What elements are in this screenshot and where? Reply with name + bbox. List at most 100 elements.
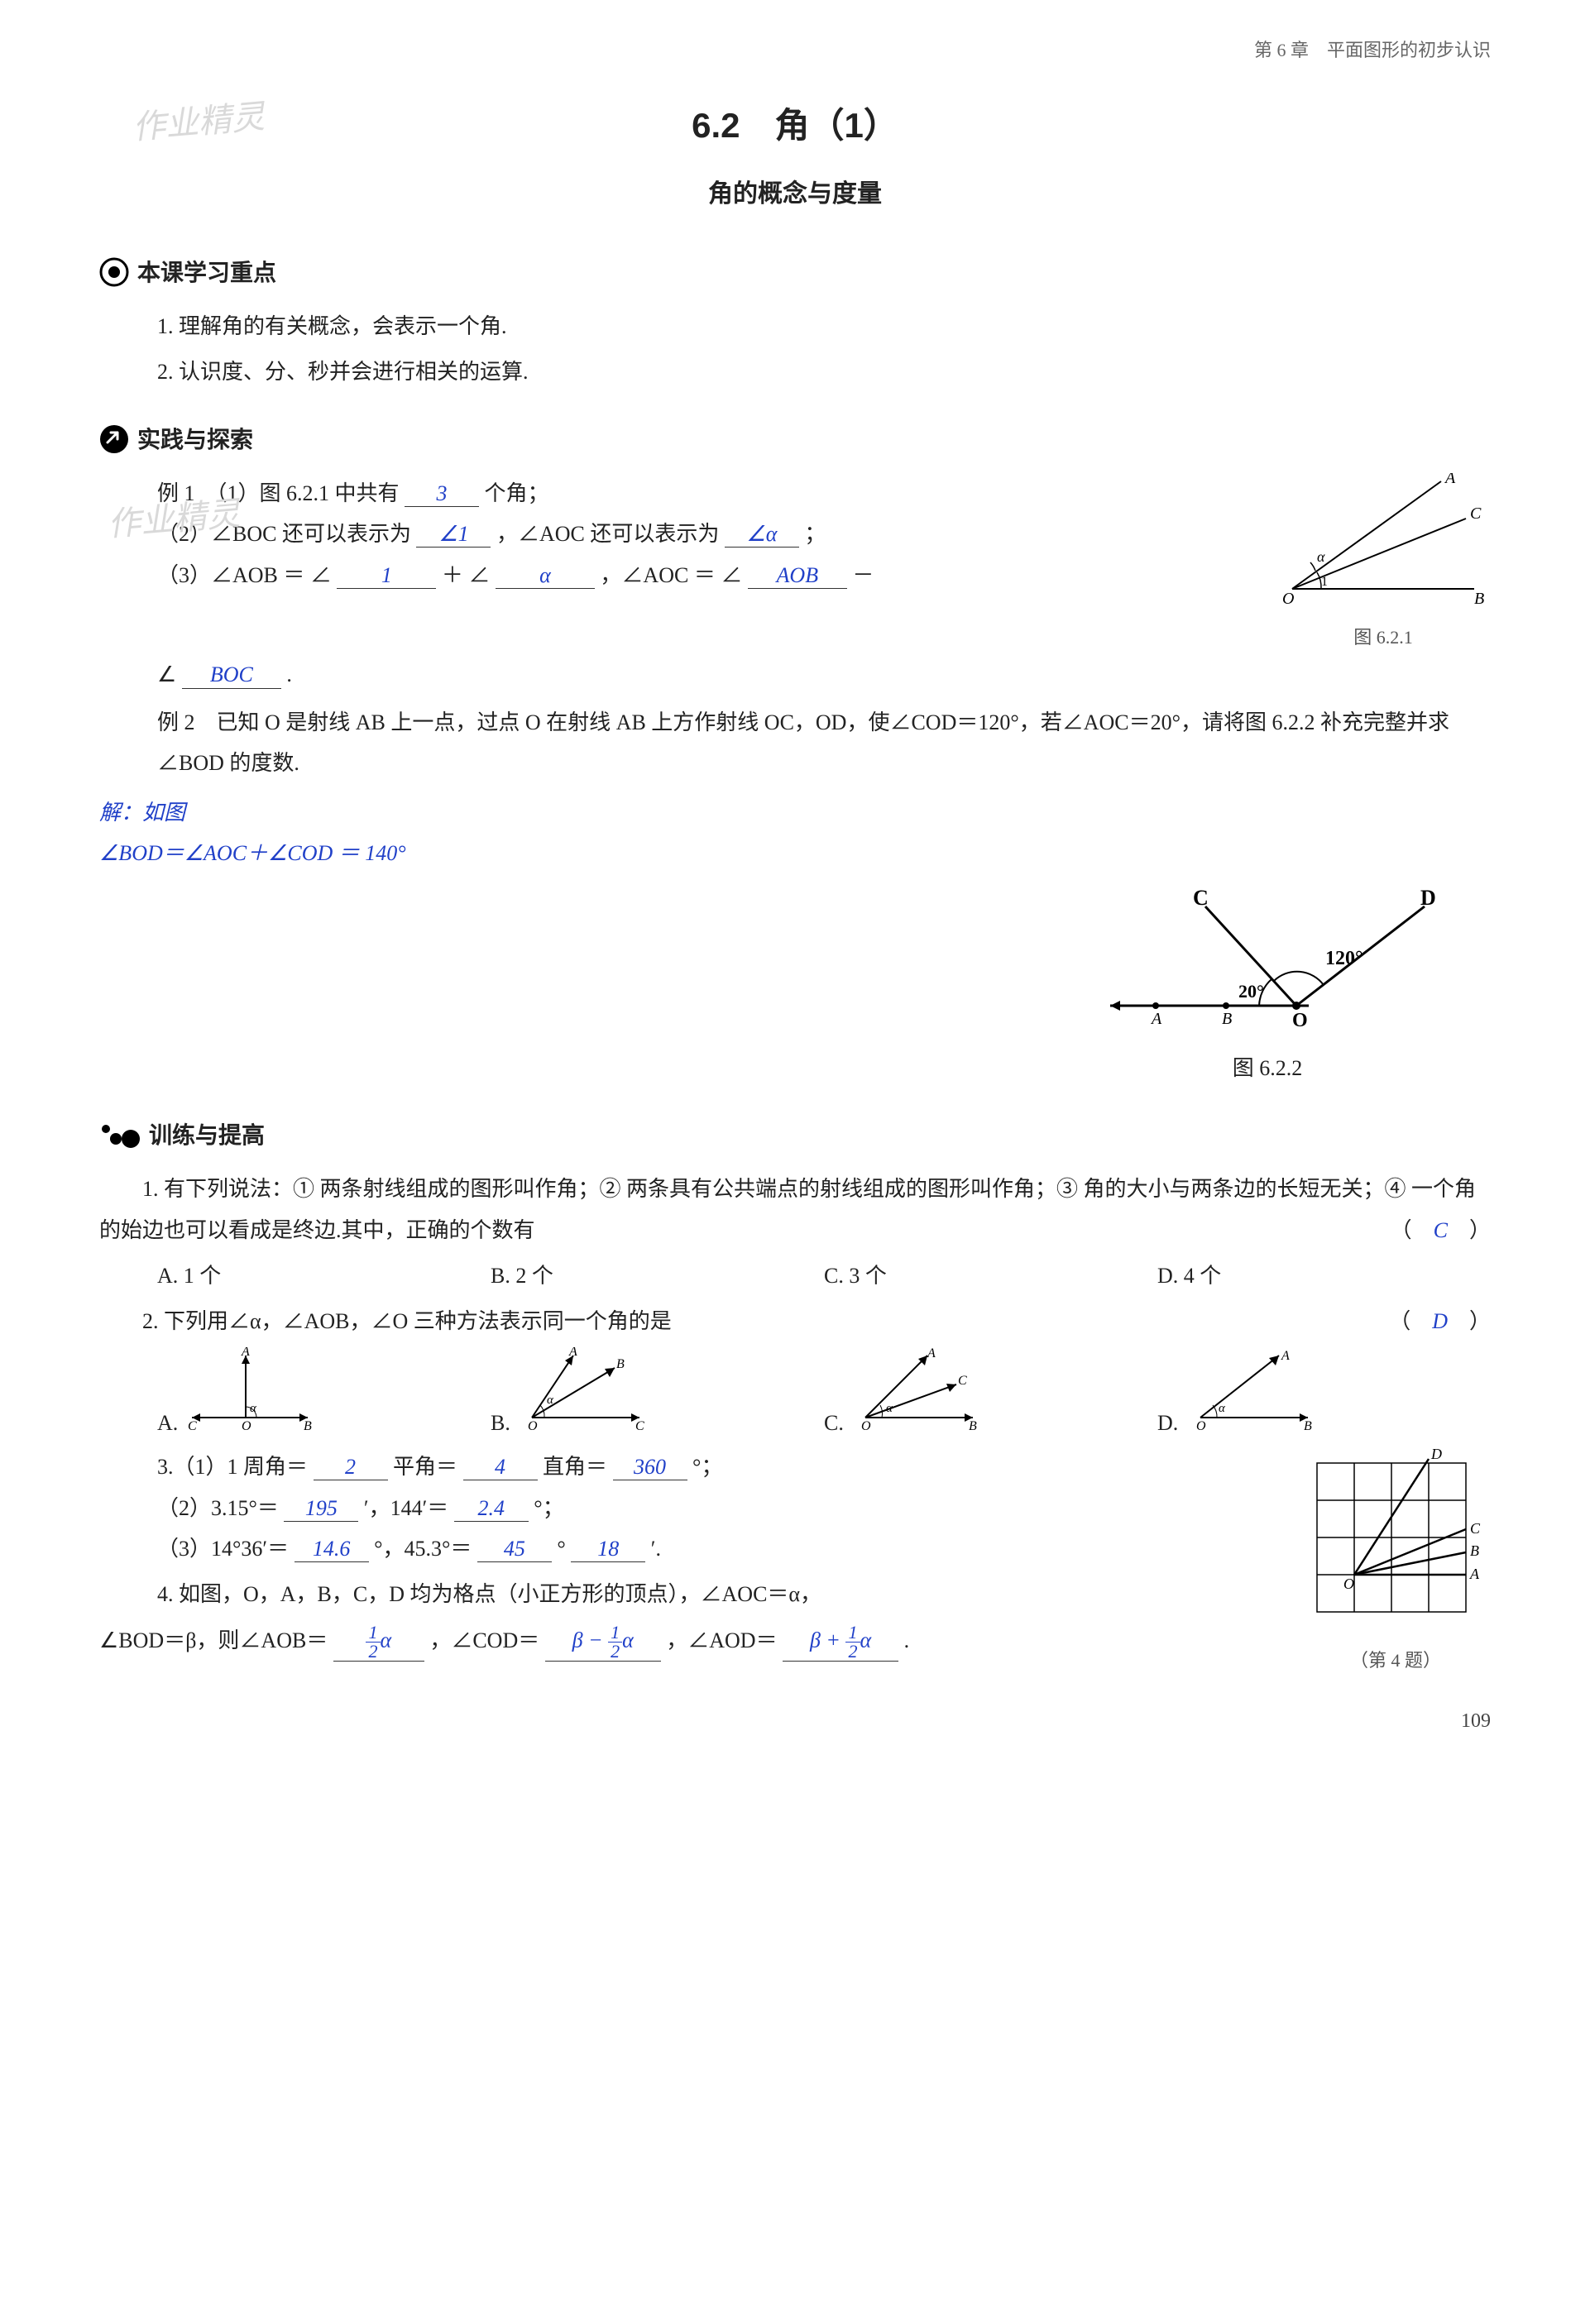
q3-b1: 2 (314, 1454, 388, 1480)
ex1-blank7: BOC (182, 662, 281, 688)
page-title: 6.2 角（1） (99, 93, 1491, 159)
svg-text:α: α (886, 1402, 893, 1415)
ex1-t1: 个角； (485, 481, 549, 505)
svg-text:120°: 120° (1325, 948, 1363, 969)
section-heading-practice: 实践与探索 (99, 418, 1491, 461)
q2-answer-paren: （ D ） (1346, 1301, 1491, 1341)
svg-text:A: A (241, 1347, 250, 1359)
q4-l2d: . (904, 1628, 910, 1652)
q3-b4: 195 (284, 1495, 358, 1522)
svg-text:α: α (547, 1394, 554, 1407)
ex1-l2a: （2）∠BOC 还可以表示为 (157, 522, 411, 546)
q2-c-label: C. (824, 1411, 844, 1435)
q2-answer: D (1432, 1309, 1448, 1333)
q2-diagram-c-icon: A C O B α (849, 1347, 981, 1430)
ex1-blank5: α (496, 562, 595, 589)
ex2-solution-1: 解：如图 (99, 792, 1491, 833)
q2-diagram-b-icon: A B O C α (515, 1347, 648, 1430)
target-icon (99, 257, 129, 287)
svg-text:B: B (1304, 1419, 1312, 1430)
page-number: 109 (99, 1703, 1491, 1741)
q3-b3: 360 (613, 1454, 687, 1480)
q3-l1a: 3.（1）1 周角＝ (157, 1455, 308, 1479)
q2-text: 2. 下列用∠α，∠AOB，∠O 三种方法表示同一个角的是 （ D ） (99, 1301, 1491, 1341)
svg-text:1: 1 (1321, 575, 1328, 589)
svg-text:C: C (1470, 504, 1482, 523)
example1-line4: ∠ BOC . (99, 654, 1491, 695)
section3-title: 训练与提高 (149, 1113, 265, 1157)
section1-title: 本课学习重点 (137, 251, 276, 294)
q3-l3a: （3）14°36′＝ (157, 1537, 289, 1561)
ex1-blank1: 3 (405, 481, 479, 507)
q4-b1: 12α (333, 1623, 424, 1662)
example2-text: 例 2 已知 O 是射线 AB 上一点，过点 O 在射线 AB 上方作射线 OC… (99, 702, 1491, 784)
focus-item-1: 1. 理解角的有关概念，会表示一个角. (157, 306, 1491, 347)
q3-b8: 18 (571, 1536, 645, 1562)
svg-text:20°: 20° (1238, 981, 1264, 1002)
q3-l1c: 直角＝ (543, 1455, 607, 1479)
q3-l2b: ′，144′＝ (364, 1496, 448, 1520)
q2-diagram-a-icon: A C O B α (184, 1347, 316, 1430)
svg-text:A: A (1281, 1349, 1290, 1363)
q2-d-label: D. (1157, 1411, 1178, 1435)
q2-a-label: A. (157, 1411, 178, 1435)
q1-body: 1. 有下列说法：① 两条射线组成的图形叫作角；② 两条具有公共端点的射线组成的… (99, 1177, 1476, 1241)
arrow-circle-icon (99, 424, 129, 454)
q2-b-label: B. (491, 1411, 510, 1435)
q3-line3: （3）14°36′＝ 14.6 °，45.3°＝ 45 ° 18 ′. (99, 1528, 1284, 1569)
fig1-caption: 图 6.2.1 (1276, 620, 1491, 655)
q3-b6: 14.6 (295, 1536, 369, 1562)
q2-choice-c: C. A C O B α (824, 1347, 1157, 1443)
svg-text:C: C (1470, 1520, 1481, 1537)
ex1-l3d: － (852, 563, 874, 587)
svg-text:A: A (568, 1347, 577, 1359)
q4-l2a: ∠BOD＝β，则∠AOB＝ (99, 1628, 328, 1652)
svg-text:O: O (528, 1419, 538, 1430)
svg-text:C: C (635, 1419, 644, 1430)
q4-l2c: ，∠AOD＝ (666, 1628, 777, 1652)
svg-text:A: A (1150, 1010, 1162, 1028)
svg-text:D: D (1430, 1447, 1442, 1462)
q3-line2: （2）3.15°＝ 195 ′，144′＝ 2.4 °； (99, 1488, 1284, 1528)
q1-answer: C (1434, 1218, 1448, 1242)
figure-q4: O A B C D （第 4 题） (1300, 1447, 1491, 1678)
q3-b7: 45 (477, 1536, 552, 1562)
chapter-header: 第 6 章 平面图形的初步认识 (99, 33, 1491, 68)
q2-body: 2. 下列用∠α，∠AOB，∠O 三种方法表示同一个角的是 (142, 1309, 672, 1333)
q4-b3: β + 12α (783, 1623, 898, 1662)
q3-l1b: 平角＝ (393, 1455, 457, 1479)
section-heading-focus: 本课学习重点 (99, 251, 1491, 294)
svg-text:O: O (1196, 1419, 1206, 1430)
q1-choice-a: A. 1 个 (157, 1255, 491, 1296)
svg-text:O: O (861, 1419, 871, 1430)
svg-text:D: D (1420, 886, 1436, 910)
ex1-blank3: ∠α (725, 521, 799, 548)
q3-b2: 4 (463, 1454, 538, 1480)
ex1-l4a: ∠ (157, 662, 176, 686)
svg-text:B: B (304, 1419, 312, 1430)
q2-choice-b: B. A B O C α (491, 1347, 824, 1443)
q3-line1: 3.（1）1 周角＝ 2 平角＝ 4 直角＝ 360 °； (99, 1447, 1284, 1487)
q2-choice-a: A. A C O B α (157, 1347, 491, 1443)
q4-l2b: ，∠COD＝ (429, 1628, 539, 1652)
example1-line2: （2）∠BOC 还可以表示为 ∠1 ，∠AOC 还可以表示为 ∠α ； (157, 514, 1259, 554)
q3-l2a: （2）3.15°＝ (157, 1496, 279, 1520)
ex1-blank2: ∠1 (416, 521, 491, 548)
svg-text:B: B (969, 1419, 977, 1430)
svg-text:O: O (1282, 590, 1294, 605)
focus-item-2: 2. 认识度、分、秒并会进行相关的运算. (157, 351, 1491, 392)
ex1-l3b: ＋ ∠ (442, 563, 491, 587)
svg-text:B: B (1470, 1542, 1479, 1559)
dots-icon (99, 1121, 141, 1150)
svg-text:B: B (1222, 1010, 1232, 1028)
svg-text:O: O (1343, 1576, 1354, 1592)
grid-diagram-icon: O A B C D (1300, 1447, 1491, 1628)
ex1-blank6: AOB (748, 562, 847, 589)
svg-text:O: O (242, 1419, 251, 1430)
q1-choices: A. 1 个 B. 2 个 C. 3 个 D. 4 个 (99, 1255, 1491, 1296)
q3-b5: 2.4 (454, 1495, 529, 1522)
figure-6-2-1: A C B O α 1 图 6.2.1 (1276, 473, 1491, 655)
ex1-l2c: ； (804, 522, 826, 546)
svg-text:B: B (616, 1357, 625, 1371)
ex1-l4b: . (286, 662, 292, 686)
